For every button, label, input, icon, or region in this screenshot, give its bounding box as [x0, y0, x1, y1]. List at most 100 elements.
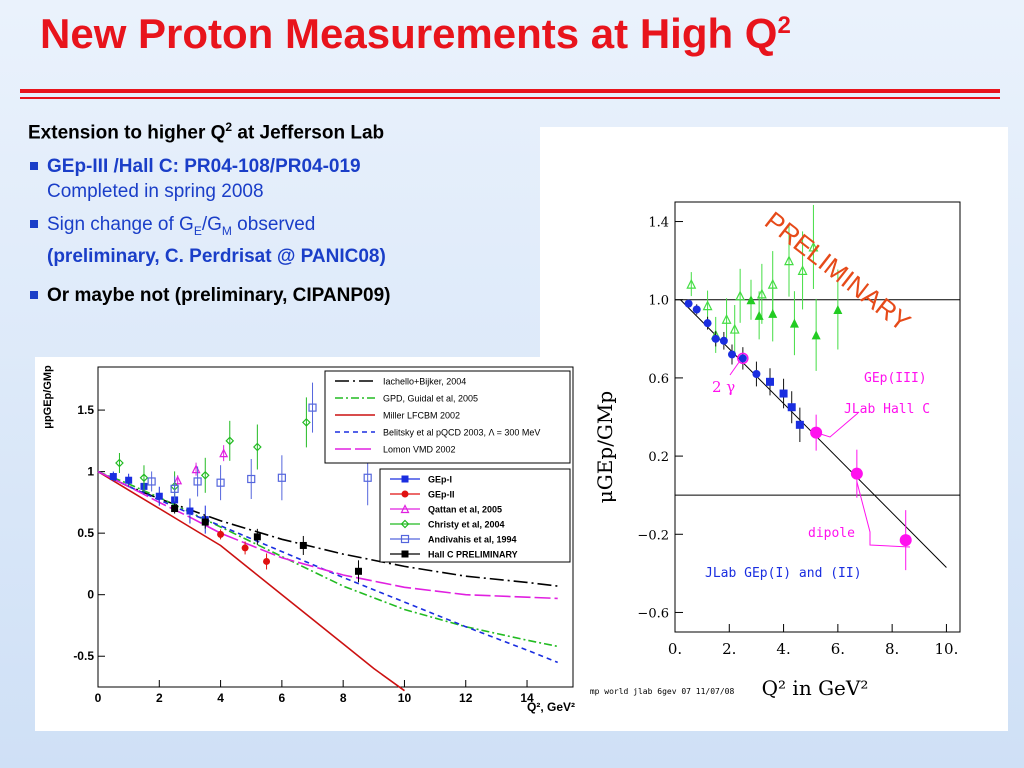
right-chart: 0. 2. 4. 6. 8. 10.1.41.00.60.2−0.2−0.6 PRELIM… — [585, 201, 961, 700]
bullet-maybe-not-line1: Or maybe not (preliminary, CIPANP09) — [47, 285, 391, 307]
jlab-point — [766, 377, 774, 386]
green-open-point — [729, 323, 740, 334]
green-filled-point — [833, 305, 843, 314]
data-point — [186, 507, 194, 515]
y-tick-label: 0.2 — [648, 450, 669, 465]
data-point — [125, 476, 133, 484]
model-curve — [97, 470, 558, 664]
green-open-point — [808, 241, 819, 252]
x-tick-label: 10 — [398, 691, 412, 705]
data-point — [155, 492, 163, 500]
jlab-point — [703, 319, 712, 328]
right-plot-frame — [674, 201, 961, 633]
legend-entry: Hall C PRELIMINARY — [428, 550, 518, 560]
bullet-list: Extension to higher Q2 at Jefferson Lab … — [28, 120, 533, 316]
green-filled-point — [746, 295, 756, 305]
data-point — [201, 518, 209, 526]
data-legend-box — [379, 468, 571, 563]
jlab-point — [738, 354, 747, 363]
data-point — [253, 442, 262, 452]
legend-marker — [400, 519, 410, 529]
two-gamma-label: 2 γ — [712, 378, 735, 396]
bullet-sign-change: Sign change of GE/GM observed (prelimina… — [28, 212, 533, 269]
left-chart-panel: 0 2 4 6 8 10 12 14 -0.5 0 0.5 1 1.5 Iachello+Bijker,… — [35, 357, 590, 731]
x-tick-label: 6. — [831, 640, 845, 658]
legend-entry: GEp-I — [428, 475, 452, 485]
green-open-point — [702, 300, 713, 311]
footer-note: gmp world jlab 6gev 07 11/07/08 — [585, 687, 734, 696]
data-point — [170, 484, 179, 493]
x-tick-label: 2 — [156, 691, 163, 705]
data-point — [299, 541, 307, 549]
jlab-point — [684, 299, 693, 308]
data-point — [139, 473, 149, 483]
bullet-gep3: GEp-III /Hall C: PR04-108/PR04-019 Compl… — [28, 154, 533, 204]
legend-marker — [401, 490, 409, 498]
jlab-point — [795, 420, 804, 429]
gep3-point — [737, 352, 749, 365]
green-open-point — [721, 313, 732, 324]
green-open-point — [735, 290, 746, 301]
bullet-square-icon — [30, 291, 38, 300]
x-tick-label: 0. — [668, 640, 682, 658]
section-header: Extension to higher Q2 at Jefferson Lab — [28, 120, 385, 144]
data-point — [241, 544, 249, 552]
jlab-point — [752, 370, 761, 378]
data-point — [308, 403, 317, 412]
dipole-label: dipole — [808, 526, 855, 541]
bullet-sign-change-line2: (preliminary, C. Perdrisat @ PANIC08) — [47, 246, 386, 268]
data-point — [193, 477, 202, 486]
green-open-point — [686, 278, 697, 289]
hallc-pointer — [815, 412, 859, 438]
x-tick-label: 0 — [95, 691, 102, 705]
data-point — [354, 567, 362, 575]
x-tick-label: 10. — [934, 640, 958, 658]
green-filled-point — [789, 318, 799, 328]
data-point — [247, 474, 256, 484]
legend-entry: Miller LFCBM 2002 — [383, 411, 460, 421]
green-open-point — [797, 265, 808, 276]
dipole-pointer — [856, 481, 911, 548]
legend-entry: Christy et al, 2004 — [428, 520, 505, 530]
data-point — [115, 458, 124, 468]
model-curve — [97, 470, 558, 600]
legend-marker — [401, 550, 409, 558]
right-chart-panel: 0. 2. 4. 6. 8. 10. 1.4 1.0 0.6 0.2 −0.2 −0.6 PRELIM… — [540, 127, 1008, 731]
y-tick-label: 1.5 — [77, 403, 94, 417]
jlab-hallc-label: JLab Hall C — [844, 402, 930, 417]
legend-entry: GEp-II — [428, 490, 455, 500]
two-gamma-pointer — [729, 362, 740, 376]
x-tick-label: 8. — [885, 640, 899, 658]
green-open-point — [756, 288, 767, 299]
right-x-axis-label: Q² in GeV² — [762, 676, 869, 700]
y-tick-label: 0.5 — [77, 526, 94, 540]
bullet-maybe-not: Or maybe not (preliminary, CIPANP09) — [28, 283, 533, 308]
model-curve — [97, 470, 558, 648]
green-filled-point — [754, 310, 764, 320]
gep3-label: GEp(III) — [864, 371, 927, 386]
y-tick-label: −0.6 — [637, 606, 669, 621]
y-tick-label: 0.6 — [648, 372, 669, 387]
legend-marker — [400, 504, 410, 514]
green-open-point — [784, 255, 794, 266]
model-curve — [97, 470, 405, 692]
bullet-gep3-line1: GEp-III /Hall C: PR04-108/PR04-019 — [47, 156, 361, 178]
left-plot-frame — [97, 366, 574, 688]
page-title: New Proton Measurements at High Q2 — [40, 10, 791, 57]
x-tick-label: 2. — [722, 640, 736, 658]
bullet-square-icon — [30, 162, 38, 171]
data-point — [200, 470, 210, 480]
y-tick-label: 1.4 — [648, 216, 669, 231]
bullet-sign-change-line1: Sign change of GE/GM observed — [47, 214, 316, 239]
jlab-point — [728, 350, 736, 359]
y-tick-label: 0 — [87, 588, 94, 602]
data-point — [363, 473, 372, 482]
data-point — [216, 478, 225, 487]
legend-marker — [401, 475, 409, 483]
legend-entry: Andivahis et al, 1994 — [428, 535, 517, 545]
y-tick-label: 1 — [87, 465, 94, 479]
data-point — [302, 418, 311, 427]
bullet-gep3-line2: Completed in spring 2008 — [47, 181, 264, 203]
x-tick-label: 6 — [279, 691, 286, 705]
data-point — [217, 530, 225, 538]
